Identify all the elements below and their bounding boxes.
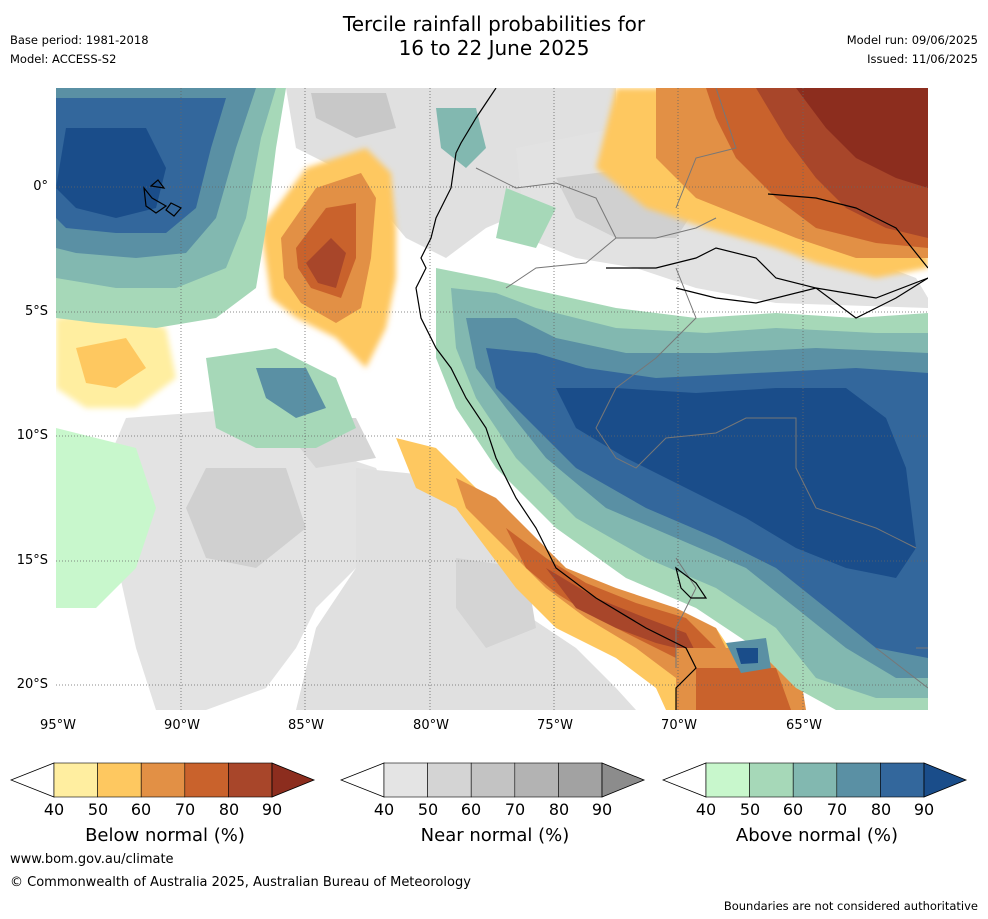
- model-run: Model run: 09/06/2025: [846, 33, 978, 47]
- issued-date: Issued: 11/06/2025: [867, 52, 978, 66]
- model-name: Model: ACCESS-S2: [10, 52, 117, 66]
- colorbar-over-triangle: [923, 762, 968, 798]
- base-period: Base period: 1981-2018: [10, 33, 149, 47]
- colorbar-segment: [228, 762, 273, 798]
- website-link[interactable]: www.bom.gov.au/climate: [10, 852, 174, 867]
- above-normal-colorbar: [662, 762, 968, 798]
- colorbar-segment: [792, 762, 838, 798]
- colorbar-tick: 70: [504, 800, 526, 819]
- country-borders: [475, 88, 928, 689]
- rainfall-probability-map: [56, 88, 928, 710]
- colorbar-under-triangle: [662, 762, 707, 798]
- map-title: Tercile rainfall probabilities for 16 to…: [0, 12, 988, 60]
- colorbar-under-triangle: [10, 762, 55, 798]
- colorbar-segment: [470, 762, 516, 798]
- lon-label: 65°W: [786, 718, 822, 733]
- title-line-1: Tercile rainfall probabilities for: [342, 12, 646, 36]
- lon-label: 85°W: [288, 718, 324, 733]
- colorbar-over-triangle: [601, 762, 646, 798]
- colorbar-tick: 70: [174, 800, 196, 819]
- above-normal-title: Above normal (%): [735, 825, 899, 846]
- lon-label: 95°W: [40, 718, 76, 733]
- lon-label: 70°W: [661, 718, 697, 733]
- colorbar-tick: 50: [739, 800, 761, 819]
- colorbar-segment: [53, 762, 98, 798]
- colorbar-segment: [705, 762, 750, 798]
- colorbar-tick: 60: [782, 800, 804, 819]
- lat-label: 20°S: [16, 677, 48, 692]
- title-line-2: 16 to 22 June 2025: [398, 36, 590, 60]
- meta-right: Model run: 09/06/2025 Issued: 11/06/2025: [847, 31, 978, 69]
- colorbar-segment: [880, 762, 925, 798]
- colorbar-under-triangle: [340, 762, 385, 798]
- below-normal-title: Below normal (%): [85, 825, 245, 846]
- colorbar-segment: [558, 762, 603, 798]
- colorbar-segment: [427, 762, 472, 798]
- colorbar-segment: [749, 762, 794, 798]
- lon-label: 90°W: [164, 718, 200, 733]
- colorbar-segment: [836, 762, 881, 798]
- colorbar-tick: 80: [548, 800, 570, 819]
- lat-label: 10°S: [16, 428, 48, 443]
- near-normal-title: Near normal (%): [420, 825, 570, 846]
- colorbar-tick: 80: [218, 800, 240, 819]
- colorbar-tick: 50: [87, 800, 109, 819]
- colorbar-over-triangle: [271, 762, 316, 798]
- colorbar-segment: [97, 762, 142, 798]
- below-normal-colorbar: [10, 762, 316, 798]
- colorbar-tick: 80: [870, 800, 892, 819]
- colorbar-tick: 90: [261, 800, 283, 819]
- colorbar-segment: [140, 762, 186, 798]
- colorbar-tick: 70: [826, 800, 848, 819]
- colorbar-segment: [184, 762, 229, 798]
- colorbar-tick: 40: [373, 800, 395, 819]
- colorbar-tick: 90: [913, 800, 935, 819]
- colorbar-segment: [514, 762, 559, 798]
- lat-label: 15°S: [16, 553, 48, 568]
- colorbar-tick: 60: [460, 800, 482, 819]
- colorbar-tick: 50: [417, 800, 439, 819]
- near-normal-colorbar: [340, 762, 646, 798]
- colorbar-tick: 40: [43, 800, 65, 819]
- lon-label: 80°W: [413, 718, 449, 733]
- lat-label: 0°: [33, 179, 48, 194]
- coastline: [143, 88, 928, 710]
- below-normal-areas: [56, 88, 928, 710]
- colorbar-tick: 40: [695, 800, 717, 819]
- boundary-disclaimer: Boundaries are not considered authoritat…: [723, 899, 978, 913]
- lon-label: 75°W: [537, 718, 573, 733]
- lat-label: 5°S: [24, 304, 48, 319]
- colorbar-tick: 60: [130, 800, 152, 819]
- above-normal-areas: [56, 88, 928, 710]
- meta-left: Base period: 1981-2018 Model: ACCESS-S2: [10, 31, 149, 69]
- colorbar-tick: 90: [591, 800, 613, 819]
- graticule: [56, 88, 928, 710]
- colorbar-segment: [383, 762, 428, 798]
- copyright-notice: © Commonwealth of Australia 2025, Austra…: [10, 875, 471, 890]
